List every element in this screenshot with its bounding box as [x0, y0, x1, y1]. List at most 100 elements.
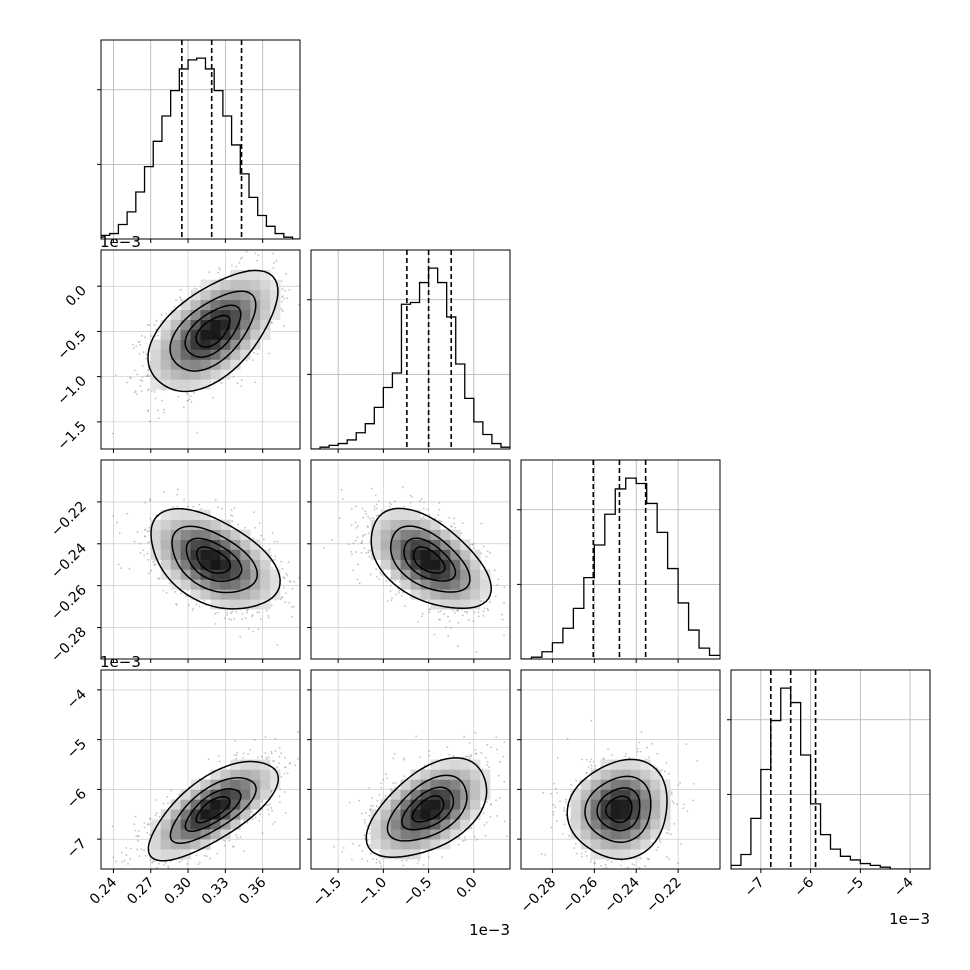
sample-point	[424, 518, 427, 520]
sample-point	[438, 508, 441, 511]
sample-point	[141, 390, 143, 392]
sample-point	[256, 259, 258, 262]
sample-point	[188, 398, 191, 401]
sample-point	[241, 256, 243, 259]
sample-point	[283, 324, 285, 327]
sample-point	[342, 498, 344, 500]
contour-line	[184, 304, 242, 358]
sample-point	[185, 392, 188, 394]
sample-point	[189, 395, 192, 398]
sample-point	[482, 600, 485, 603]
sample-point	[486, 550, 489, 553]
sample-point	[273, 262, 275, 264]
sample-point	[149, 540, 151, 543]
sample-point	[450, 525, 452, 528]
sample-point	[147, 410, 149, 413]
density-cell	[220, 549, 231, 560]
density-cell	[430, 519, 441, 530]
hist-panel-0	[97, 39, 301, 240]
sample-point	[390, 599, 393, 602]
sample-point	[259, 618, 262, 620]
sample-point	[141, 335, 143, 337]
density-cell	[470, 599, 481, 610]
density-cell	[400, 509, 411, 520]
sample-point	[283, 586, 285, 589]
density-cell	[430, 589, 441, 600]
sample-point	[238, 262, 241, 264]
sample-point	[207, 758, 210, 761]
sample-point	[365, 552, 368, 554]
sample-point	[409, 494, 412, 497]
sample-point	[301, 566, 303, 568]
sample-point	[144, 501, 147, 504]
sample-point	[232, 845, 234, 848]
sample-point	[169, 582, 172, 585]
sample-point	[350, 550, 352, 553]
density-cell	[160, 359, 171, 370]
sample-point	[216, 611, 219, 614]
sample-point	[141, 365, 144, 367]
sample-point	[120, 567, 122, 569]
density-cell	[210, 559, 221, 570]
sample-point	[379, 572, 382, 575]
sample-point	[206, 855, 208, 858]
sample-point	[147, 368, 150, 371]
sample-point	[270, 555, 272, 557]
density-cell	[440, 579, 451, 590]
sample-point	[340, 488, 343, 491]
sample-point	[361, 535, 364, 538]
sample-point	[440, 520, 443, 523]
contour-line	[389, 525, 471, 593]
sample-point	[467, 619, 470, 622]
sample-point	[289, 580, 292, 583]
density-cell	[470, 569, 481, 580]
sample-point	[377, 514, 380, 517]
sample-point	[501, 613, 503, 616]
sample-point	[223, 617, 226, 620]
sample-point	[217, 271, 220, 274]
density-cell	[260, 579, 271, 590]
sample-point	[151, 390, 153, 392]
density-cell	[170, 509, 181, 520]
density-cell	[190, 509, 201, 520]
density-cell	[210, 299, 221, 310]
sample-point	[354, 539, 357, 542]
sample-point	[180, 592, 183, 595]
density-cell	[410, 569, 421, 580]
sample-point	[135, 345, 138, 348]
sample-point	[148, 375, 151, 377]
sample-point	[286, 574, 289, 577]
density-cell	[240, 289, 251, 301]
density-cell	[230, 349, 241, 360]
sample-point	[241, 612, 244, 615]
density-cell	[180, 359, 191, 370]
sample-point	[171, 506, 174, 508]
sample-point	[284, 811, 287, 814]
sample-point	[112, 432, 114, 435]
sample-point	[360, 552, 363, 554]
sample-point	[179, 288, 182, 291]
sample-point	[280, 596, 283, 599]
sample-point	[173, 306, 176, 308]
sample-point	[388, 505, 391, 508]
sample-point	[230, 509, 233, 511]
sample-point	[134, 390, 137, 392]
sample-point	[154, 397, 157, 400]
sample-point	[212, 396, 215, 399]
sample-point	[352, 569, 354, 572]
sample-point	[153, 324, 156, 326]
sample-point	[146, 373, 149, 376]
sample-point	[126, 381, 128, 384]
sample-point	[482, 545, 485, 548]
density-cell	[390, 529, 401, 540]
density-cell	[160, 539, 171, 550]
sample-point	[141, 380, 144, 382]
density-cell	[150, 339, 161, 350]
sample-point	[148, 572, 150, 575]
sample-point	[522, 592, 524, 594]
sample-point	[144, 535, 146, 538]
sample-point	[228, 618, 231, 620]
density-cell	[190, 539, 201, 550]
sample-point	[503, 634, 505, 637]
density-cell	[220, 359, 231, 370]
